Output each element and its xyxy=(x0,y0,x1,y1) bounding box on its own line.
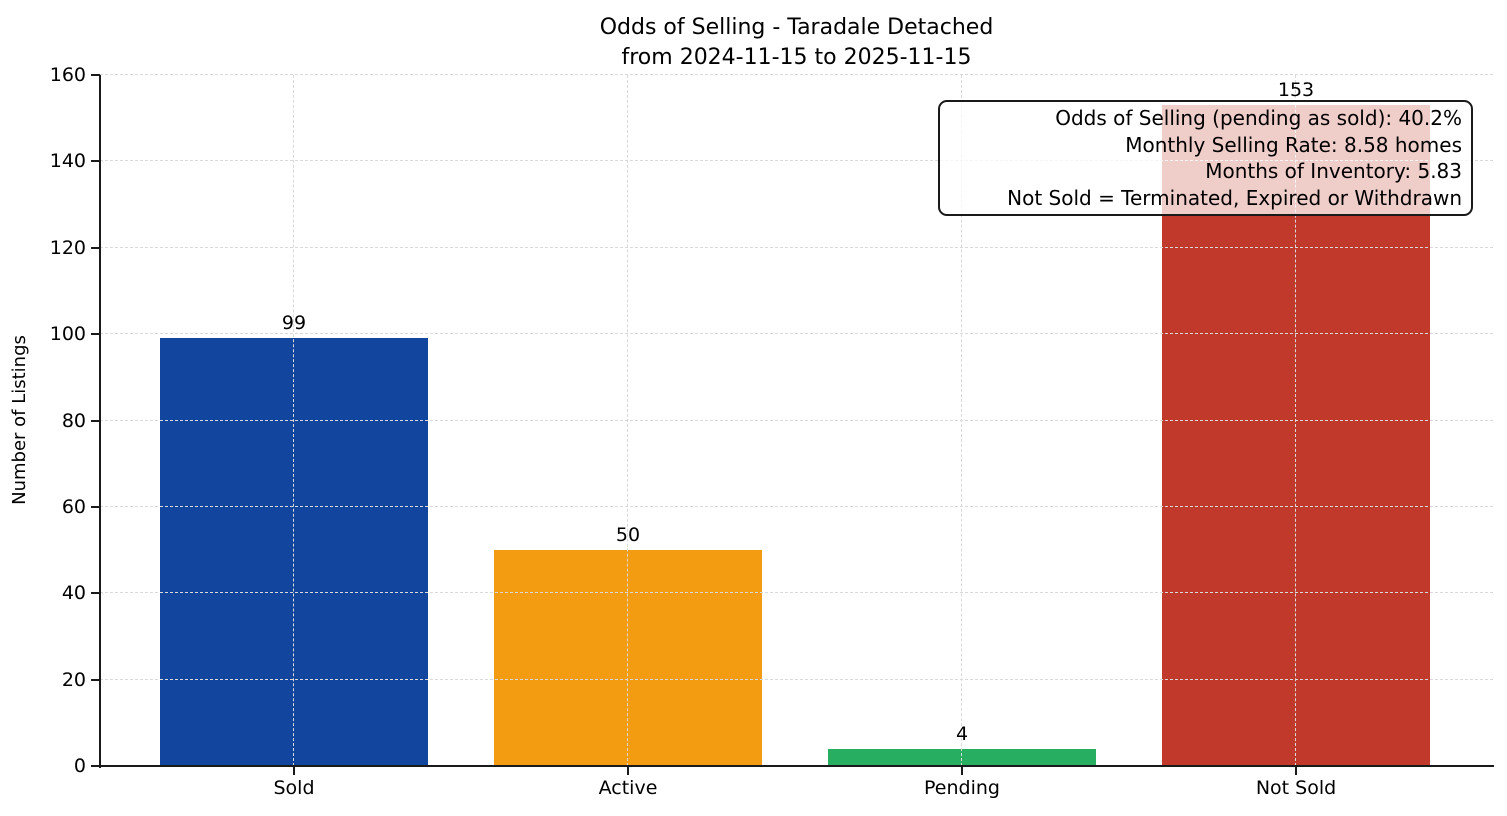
annotation-box: Odds of Selling (pending as sold): 40.2%… xyxy=(938,100,1473,216)
annotation-monthly-selling-rate: Monthly Selling Rate: 8.58 homes xyxy=(1125,132,1462,157)
y-tick-mark xyxy=(91,160,100,163)
x-tick-label: Sold xyxy=(273,777,315,799)
bar-value-label: 50 xyxy=(615,524,641,547)
bar-pending xyxy=(828,748,1096,766)
chart-title-line1: Odds of Selling - Taradale Detached xyxy=(599,15,994,40)
y-tick-mark xyxy=(91,333,100,336)
y-axis-spine xyxy=(99,75,101,768)
y-tick-label: 0 xyxy=(73,755,86,777)
x-tick-label: Pending xyxy=(924,777,1000,799)
y-tick-label: 120 xyxy=(49,236,86,259)
y-tick-mark xyxy=(91,592,100,595)
v-gridline xyxy=(293,75,294,766)
x-tick-label: Not Sold xyxy=(1255,777,1337,799)
y-tick-mark xyxy=(91,246,100,249)
chart-title: Odds of Selling - Taradale Detached from… xyxy=(100,13,1493,73)
y-tick-mark xyxy=(91,765,100,767)
v-gridline xyxy=(627,75,628,766)
x-tick-mark xyxy=(627,766,629,775)
y-tick-label: 140 xyxy=(49,150,86,173)
y-tick-mark xyxy=(91,419,100,422)
y-tick-label: 100 xyxy=(49,323,86,346)
y-tick-mark xyxy=(91,505,100,508)
h-gridline xyxy=(100,246,1493,248)
annotation-odds-of-selling: Odds of Selling (pending as sold): 40.2% xyxy=(1055,106,1462,130)
bar-value-label: 99 xyxy=(281,312,307,335)
y-tick-label: 160 xyxy=(49,64,86,86)
v-gridline xyxy=(1295,75,1296,766)
x-tick-mark xyxy=(293,766,295,775)
bar-sold xyxy=(160,338,428,766)
y-tick-mark xyxy=(91,678,100,681)
h-gridline xyxy=(100,333,1493,335)
annotation-not-sold-definition: Not Sold = Terminated, Expired or Withdr… xyxy=(1007,185,1462,210)
y-tick-label: 20 xyxy=(61,668,86,691)
y-tick-label: 40 xyxy=(61,582,86,605)
bar-active xyxy=(494,550,762,766)
annotation-months-of-inventory: Months of Inventory: 5.83 xyxy=(1205,159,1462,183)
y-tick-label: 60 xyxy=(61,495,86,518)
x-tick-mark xyxy=(961,766,963,775)
x-axis-spine xyxy=(99,765,1494,767)
y-tick-mark xyxy=(91,74,100,76)
h-gridline xyxy=(100,74,1493,75)
x-tick-mark xyxy=(1295,766,1297,775)
chart-title-line2: from 2024-11-15 to 2025-11-15 xyxy=(621,45,972,70)
h-gridline xyxy=(100,678,1493,680)
x-tick-label: Active xyxy=(598,777,658,799)
h-gridline xyxy=(100,419,1493,421)
h-gridline xyxy=(100,505,1493,507)
bar-value-label: 153 xyxy=(1277,79,1315,102)
h-gridline xyxy=(100,160,1493,162)
y-tick-label: 80 xyxy=(61,409,86,432)
bar-value-label: 4 xyxy=(955,722,969,745)
v-gridline xyxy=(961,75,962,766)
h-gridline xyxy=(100,592,1493,594)
